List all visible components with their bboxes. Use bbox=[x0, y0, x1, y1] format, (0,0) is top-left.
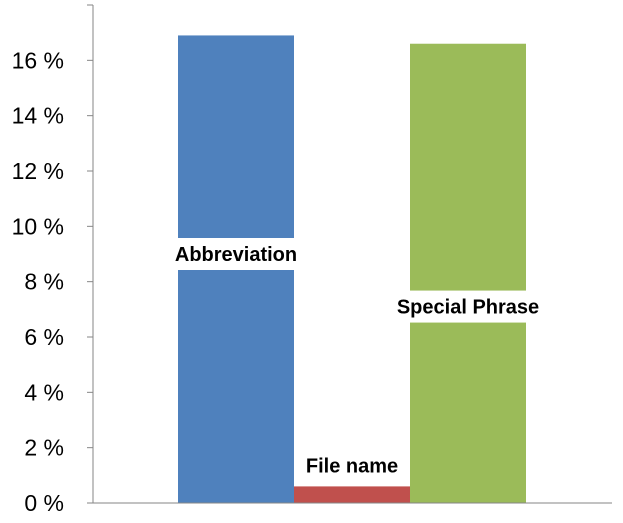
y-tick-label: 16 % bbox=[12, 47, 64, 73]
data-label-text: Abbreviation bbox=[175, 244, 297, 266]
data-label-text: Special Phrase bbox=[397, 297, 539, 319]
data-label-background bbox=[302, 449, 402, 482]
y-tick-label: 14 % bbox=[12, 103, 64, 129]
y-tick-label: 8 % bbox=[24, 269, 64, 295]
y-tick-label: 10 % bbox=[12, 213, 64, 239]
data-label-background bbox=[171, 238, 301, 270]
y-tick-label: 0 % bbox=[24, 490, 64, 516]
y-tick-label: 12 % bbox=[12, 158, 64, 184]
data-label-background bbox=[393, 290, 543, 323]
y-axis-ticks: 0 % 2 % 4 % 6 % 8 % 10 % 12 % 14 % 16 % bbox=[12, 4, 93, 516]
data-label-text: File name bbox=[306, 455, 398, 477]
data-label: Special Phrase bbox=[393, 290, 543, 323]
data-label: File name bbox=[302, 449, 402, 482]
y-tick-label: 4 % bbox=[24, 379, 64, 405]
y-tick-label: 2 % bbox=[24, 435, 64, 461]
bar-special-phrase bbox=[410, 43, 526, 503]
bar-file-name bbox=[294, 486, 410, 503]
data-labels: Abbreviation File name Special Phrase bbox=[171, 238, 543, 482]
y-tick-label: 6 % bbox=[24, 324, 64, 350]
data-label: Abbreviation bbox=[171, 238, 301, 270]
